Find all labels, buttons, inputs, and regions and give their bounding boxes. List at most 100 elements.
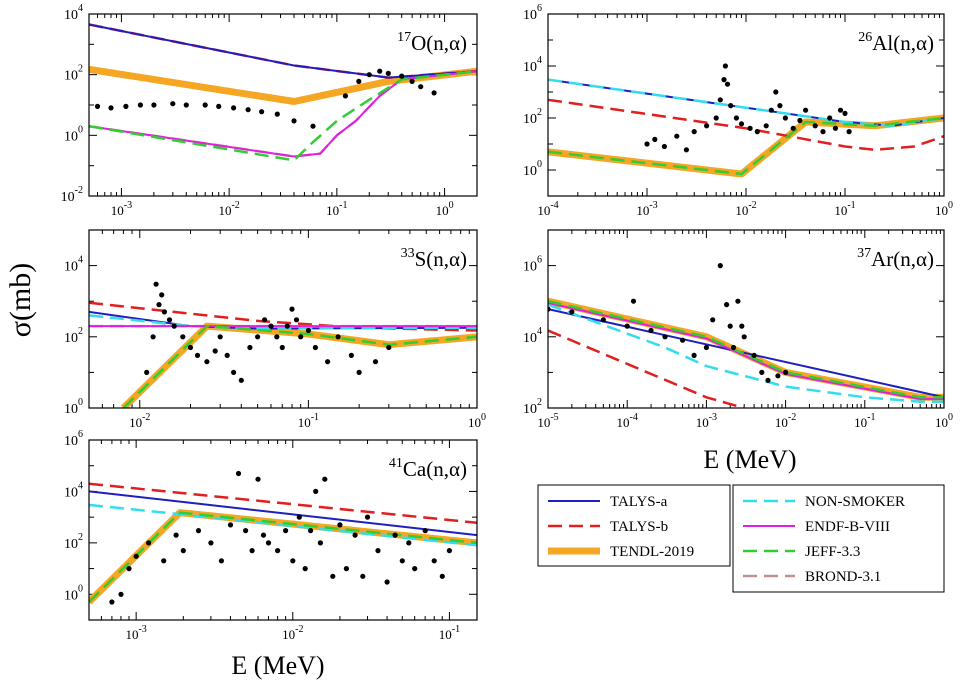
series-talys-b (548, 98, 944, 152)
data-point (735, 298, 741, 304)
x-tick-label: 10-1 (298, 412, 319, 430)
y-tick-label: 104 (64, 3, 83, 23)
data-point (291, 118, 297, 124)
panel-Ca41: 10-3 10-2 10-1 100 102 104 106 41Ca(n,α) (64, 429, 478, 642)
data-point (386, 344, 392, 351)
data-point (812, 123, 818, 129)
data-point (260, 532, 267, 538)
legend-label: BROND-3.1 (805, 569, 881, 585)
data-point (846, 129, 852, 135)
panel-Ar37: 10-5 10-4 10-3 10-2 10-1 100 102 104 106 37Ar(n,α… (523, 229, 953, 430)
data-point (348, 352, 354, 358)
data-point (360, 573, 366, 579)
x-axis-label-right: E (MeV) (703, 445, 796, 474)
data-point (274, 111, 280, 117)
x-tick-label: 10-3 (696, 412, 717, 430)
data-point (727, 323, 733, 329)
y-tick-label: 102 (64, 532, 83, 552)
x-tick-label: 10-1 (834, 200, 855, 218)
data-point (123, 103, 129, 109)
data-point (352, 532, 358, 538)
panel-title: 41Ca(n,α) (389, 456, 467, 481)
series-talys-a (89, 23, 477, 79)
plot-frame (88, 13, 478, 197)
data-point (275, 548, 281, 554)
data-point (166, 317, 173, 323)
x-tick-label: 100 (436, 200, 454, 218)
data-point (763, 123, 769, 129)
data-point (418, 84, 424, 90)
data-point (377, 68, 383, 74)
data-point (446, 548, 452, 554)
data-point (150, 334, 156, 340)
data-point (803, 107, 809, 113)
data-point (683, 147, 690, 153)
data-point (782, 115, 789, 121)
y-tick-label: 102 (523, 397, 542, 417)
data-point (227, 522, 234, 528)
data-point (187, 344, 194, 351)
data-point (832, 125, 839, 131)
y-tick-label: 102 (64, 64, 83, 84)
data-point (399, 558, 405, 564)
y-tick-label: 102 (523, 107, 542, 127)
data-point (820, 129, 826, 135)
data-point (356, 369, 362, 375)
data-point (126, 566, 132, 572)
data-point (630, 298, 637, 304)
data-point (775, 373, 781, 379)
panel-title: 37Ar(n,α) (857, 246, 934, 271)
data-point (842, 110, 848, 116)
data-point (153, 281, 159, 287)
y-tick-label: 104 (523, 55, 542, 75)
ticks (88, 13, 478, 197)
data-point (137, 102, 143, 108)
x-tick-label: 100 (935, 412, 953, 430)
data-point (322, 476, 328, 482)
x-tick-label: 10-3 (111, 200, 132, 218)
data-point (730, 344, 737, 351)
series-jeff-3-3 (548, 299, 944, 399)
data-point (409, 78, 415, 84)
data-point (790, 125, 796, 131)
data-point (310, 123, 316, 129)
data-point (704, 123, 710, 129)
data-point (721, 77, 727, 83)
data-point (217, 334, 223, 340)
data-point (412, 566, 418, 572)
panel-title: 26Al(n,α) (858, 30, 934, 55)
y-tick-label: 104 (64, 480, 83, 500)
data-point (356, 78, 362, 84)
data-point (724, 81, 731, 87)
x-tick-label: 10-5 (537, 412, 558, 430)
y-tick-label: 102 (64, 326, 83, 346)
data-point (298, 334, 304, 340)
y-tick-label: 106 (64, 429, 83, 449)
data-point (703, 344, 710, 351)
panel-title: 33S(n,α) (401, 246, 467, 271)
x-tick-label: 10-3 (636, 200, 657, 218)
data-point (161, 309, 167, 315)
data-point (247, 344, 253, 351)
data-point (691, 129, 697, 135)
data-point (431, 90, 437, 96)
data-point (218, 558, 224, 564)
x-tick-label: 10-3 (125, 624, 146, 642)
data-point (644, 141, 650, 147)
data-point (224, 352, 230, 358)
series-brond-3-1 (89, 69, 477, 158)
data-point (765, 377, 771, 383)
data-point (759, 369, 765, 375)
x-tick-label: 100 (468, 412, 486, 430)
data-point (173, 532, 179, 538)
data-point (713, 115, 719, 121)
data-point (652, 136, 658, 142)
data-point (431, 558, 437, 564)
x-tick-label: 10-1 (326, 200, 347, 218)
data-point (231, 105, 237, 111)
data-point (180, 334, 186, 340)
data-point (754, 129, 760, 135)
data-point (243, 528, 249, 534)
y-tick-label: 104 (523, 326, 542, 346)
